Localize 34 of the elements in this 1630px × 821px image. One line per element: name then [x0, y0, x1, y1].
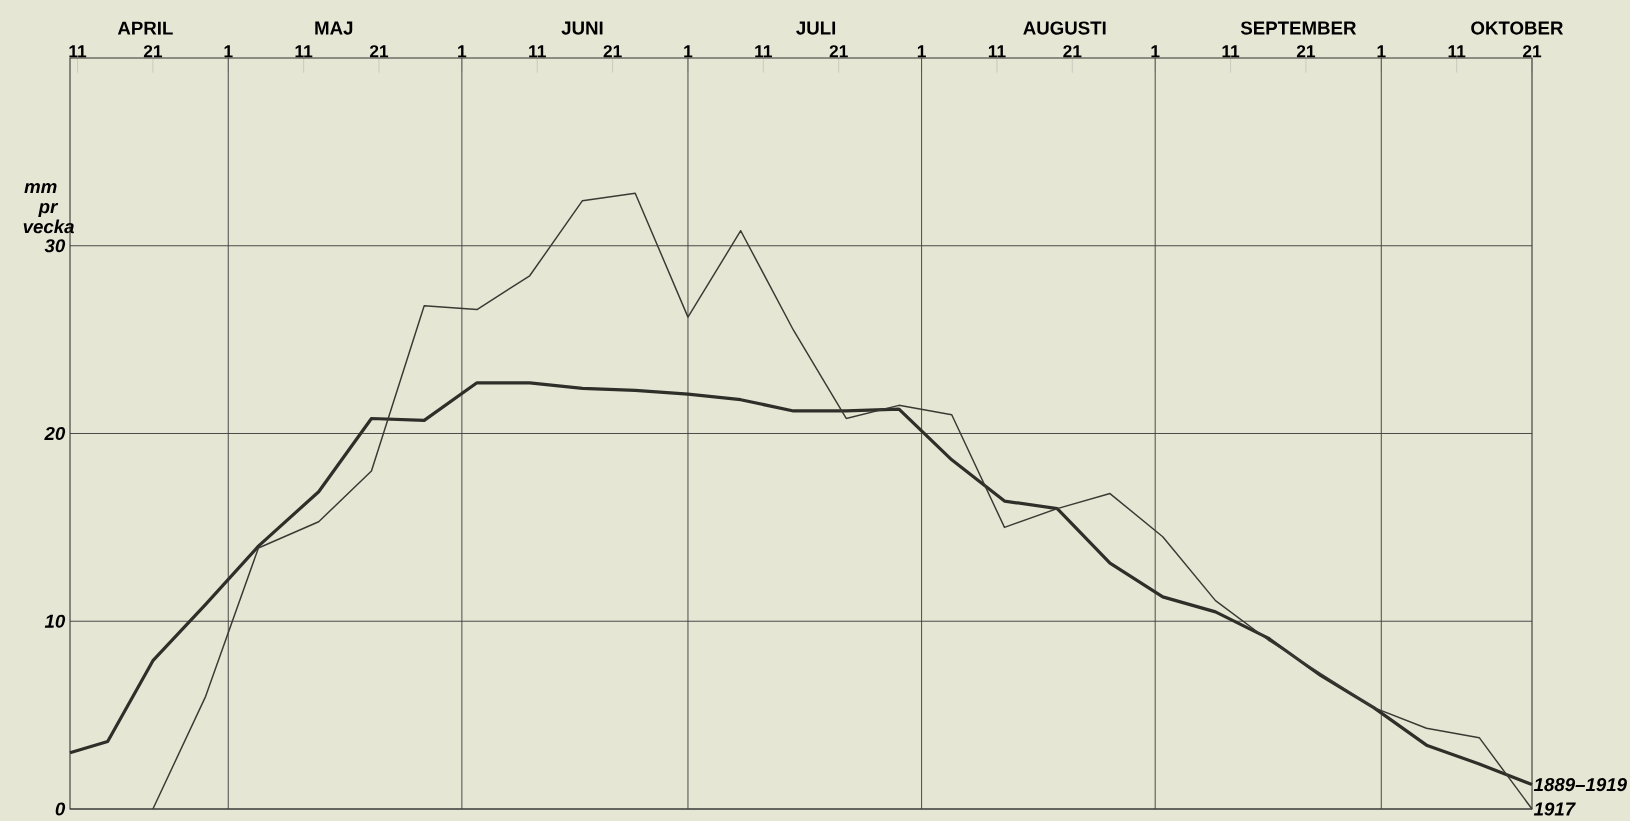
x2-tick-label: MAJ [315, 21, 353, 35]
x-tick-label: 11 [755, 45, 773, 58]
x-tick-label: 11 [295, 45, 313, 58]
x-tick-label: 1 [1377, 45, 1386, 58]
y-tick-label: 20 [44, 426, 66, 441]
x-tick-label: 21 [1522, 45, 1542, 58]
x-tick-label: 21 [143, 45, 163, 58]
y-axis-title: mm pr vecka [23, 183, 74, 234]
x2-tick-label: APRIL [117, 21, 173, 35]
y-tick-label: 30 [44, 239, 66, 253]
x-tick-label: 1 [458, 45, 467, 58]
x-tick-label: 11 [1448, 45, 1466, 58]
x2-tick-label: JULI [796, 21, 836, 35]
x-tick-label: 21 [369, 45, 389, 58]
x-tick-label: 1 [224, 45, 233, 58]
x-tick-label: 21 [1063, 45, 1082, 58]
x2-tick-label: AUGUSTI [1023, 21, 1106, 35]
y-tick-label: 10 [44, 614, 66, 628]
x-tick-label: 1 [1151, 45, 1160, 58]
x-tick-label: 21 [829, 45, 848, 58]
x-tick-label: 1 [684, 45, 693, 58]
x2-tick-label: SEPTEMBER [1240, 21, 1357, 35]
x-tick-label: 11 [988, 45, 1006, 58]
x2-tick-label: OKTOBER [1471, 21, 1564, 35]
x-tick-label: 11 [69, 45, 87, 58]
x-tick-label: 1 [917, 45, 926, 58]
x-tick-label: 11 [529, 45, 546, 58]
series-label: 1917 [1533, 802, 1576, 816]
series-label: 1889–1919 [1533, 777, 1627, 792]
y-tick-label: 0 [55, 802, 66, 816]
x-tick-label: 21 [603, 45, 622, 58]
x-tick-label: 21 [1296, 45, 1316, 58]
x-tick-label: 11 [1222, 45, 1240, 58]
x2-tick-label: JUNI [561, 21, 603, 35]
